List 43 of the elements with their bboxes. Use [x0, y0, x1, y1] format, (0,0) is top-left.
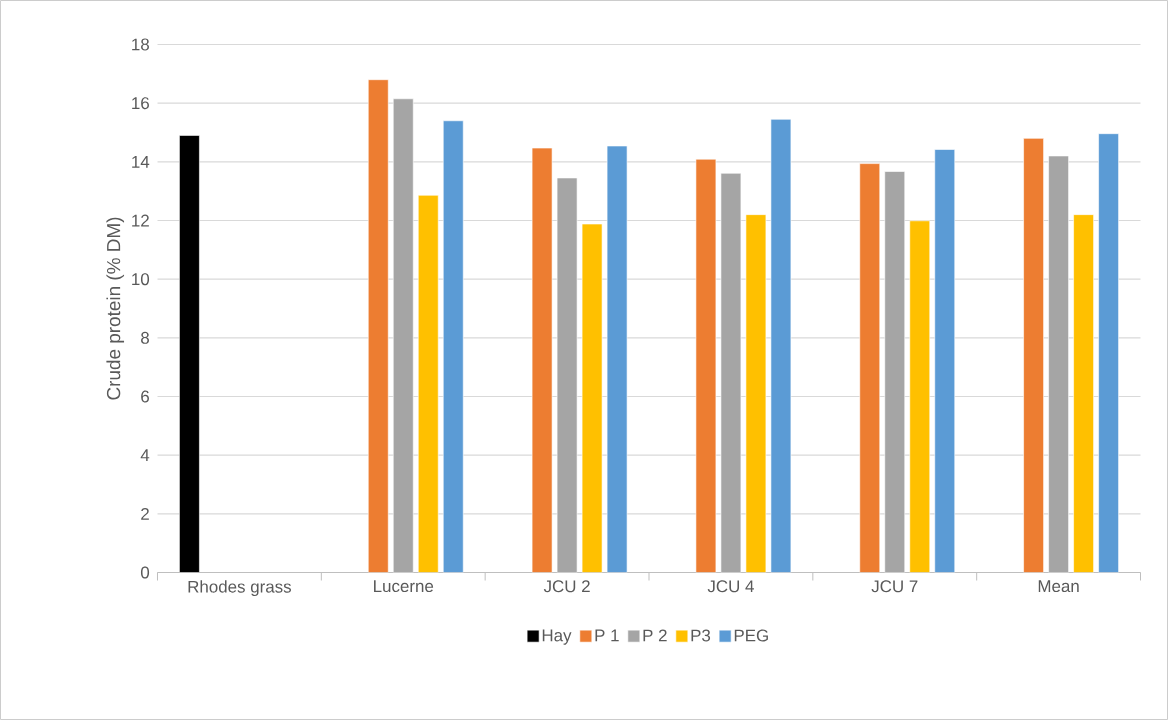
bar	[606, 145, 628, 573]
legend-label: Hay	[542, 629, 572, 645]
legend-label: P 2	[643, 629, 667, 642]
bar	[531, 147, 553, 573]
bar	[179, 135, 200, 573]
bar	[745, 214, 767, 573]
bar	[909, 220, 931, 573]
bar	[442, 120, 464, 573]
x-tick-label: JCU 7	[871, 580, 918, 593]
bar	[720, 172, 742, 573]
bar	[1098, 133, 1119, 573]
bar	[581, 223, 603, 573]
bar	[859, 163, 881, 573]
y-tick-label: 2	[141, 507, 149, 520]
legend-label: P 1	[595, 629, 619, 642]
x-tick-label: JCU 2	[543, 580, 590, 593]
y-tick-label: 10	[132, 273, 150, 286]
y-tick-label: 4	[140, 449, 150, 461]
x-tick-label: JCU 4	[707, 580, 754, 593]
bar	[695, 158, 717, 573]
y-tick-label: 18	[132, 38, 149, 51]
y-tick-label: 12	[132, 214, 149, 227]
bar	[417, 194, 439, 573]
bar	[1048, 155, 1069, 573]
y-axis-title: Crude protein (% DM)	[106, 217, 125, 400]
bar	[1073, 214, 1094, 573]
bar	[392, 98, 414, 573]
legend-label: P3	[691, 629, 711, 642]
y-tick-label: 8	[141, 331, 149, 344]
x-tick-label: Lucerne	[374, 580, 434, 593]
y-tick-label: 6	[141, 390, 149, 403]
y-tick-label: 0	[140, 566, 150, 579]
bar	[367, 79, 389, 573]
bar	[1023, 138, 1044, 573]
x-tick-label: Mean	[1038, 580, 1079, 593]
bar	[556, 177, 578, 573]
y-tick-label: 16	[132, 97, 149, 110]
x-tick-label: Rhodes grass	[188, 580, 292, 597]
y-tick-label: 14	[132, 156, 150, 168]
legend-label: PEG	[734, 629, 768, 642]
bar	[770, 119, 792, 573]
bar	[934, 149, 956, 573]
bar	[884, 171, 906, 573]
